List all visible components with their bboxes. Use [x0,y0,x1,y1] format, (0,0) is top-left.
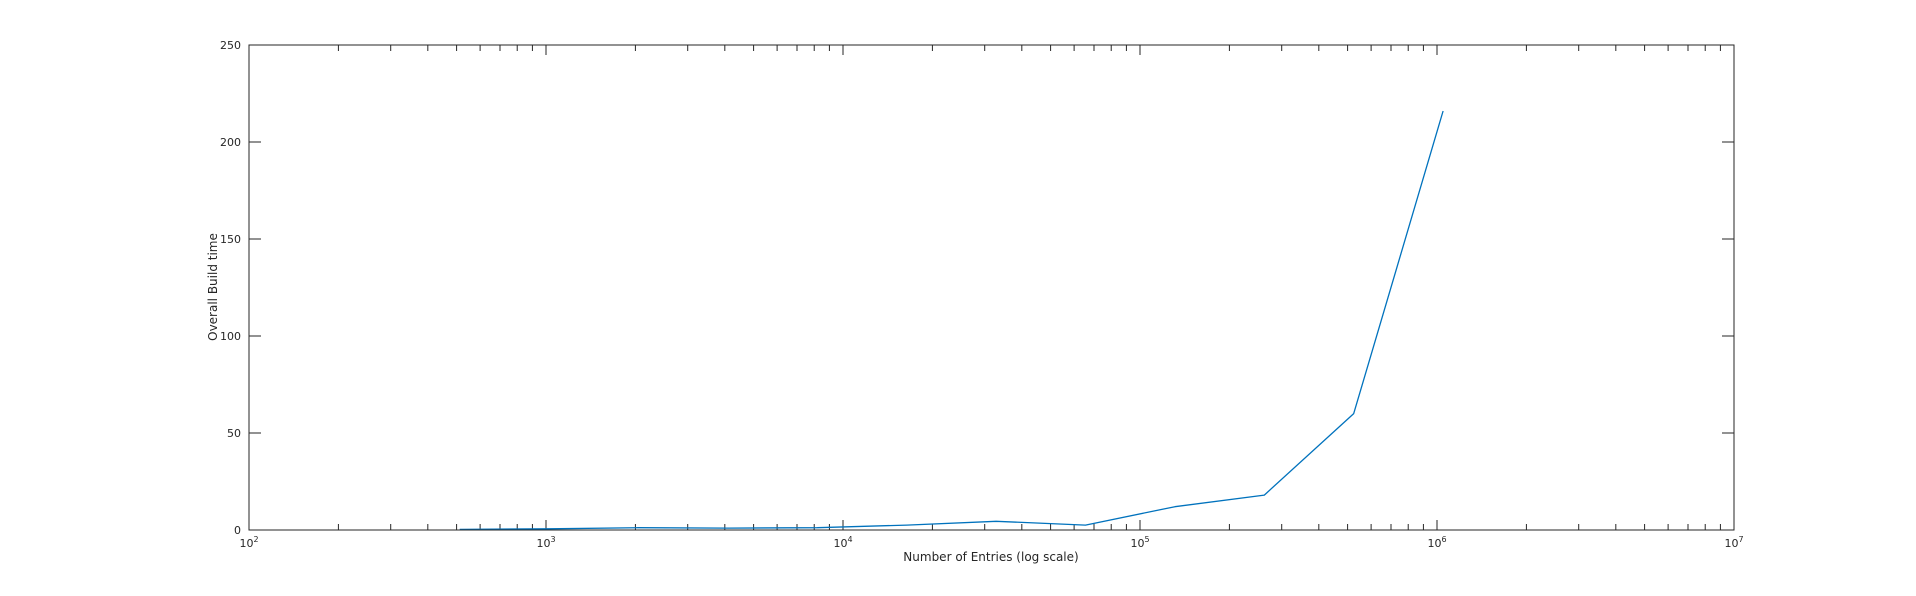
x-tick-label: 105 [1130,535,1149,550]
x-tick-label: 104 [833,535,852,550]
y-tick-label: 200 [220,136,241,149]
plot-area [249,45,1734,530]
x-axis-label: Number of Entries (log scale) [903,550,1078,564]
x-tick-label-base: 10 [1427,537,1441,550]
x-tick-label-exponent: 7 [1738,535,1743,544]
x-tick-label-exponent: 4 [847,535,852,544]
y-tick-label: 0 [234,524,241,537]
x-tick-label-exponent: 3 [550,535,555,544]
x-tick-label-exponent: 5 [1144,535,1149,544]
series-line [459,110,1444,531]
x-tick-label-base: 10 [833,537,847,550]
y-tick-label: 250 [220,39,241,52]
x-tick-label: 102 [239,535,258,550]
y-axis-label: Overall Build time [206,233,220,341]
y-tick-label: 150 [220,233,241,246]
x-tick-label-base: 10 [1724,537,1738,550]
x-tick-label: 103 [536,535,555,550]
x-tick-label-base: 10 [536,537,550,550]
y-tick-label: 100 [220,330,241,343]
x-tick-label-base: 10 [239,537,253,550]
plot-frame [248,44,1735,531]
x-tick-label: 106 [1427,535,1446,550]
x-tick-label: 107 [1724,535,1743,550]
x-tick-label-exponent: 6 [1441,535,1446,544]
x-tick-label-exponent: 2 [253,535,258,544]
y-tick-label: 50 [227,427,241,440]
series [459,110,1444,531]
x-tick-label-base: 10 [1130,537,1144,550]
